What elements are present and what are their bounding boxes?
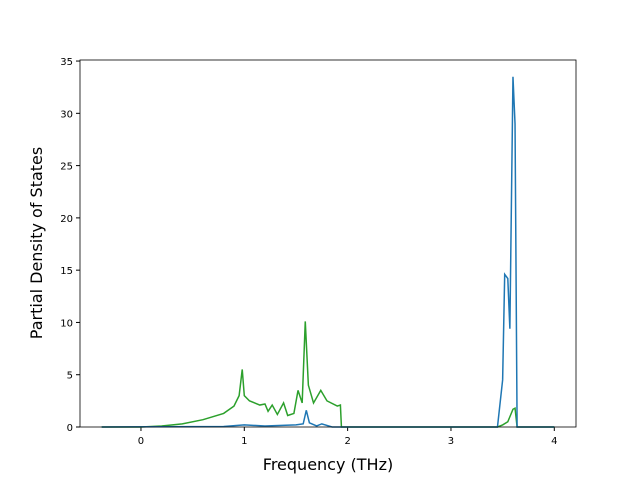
x-axis-title: Frequency (THz) bbox=[263, 455, 393, 474]
series-line bbox=[101, 321, 555, 428]
y-tick-label: 0 bbox=[67, 423, 73, 434]
plot-frame bbox=[79, 59, 577, 428]
x-tick-label: 4 bbox=[551, 436, 557, 447]
y-tick-label: 20 bbox=[60, 214, 73, 225]
series-line bbox=[101, 76, 555, 428]
x-tick-label: 3 bbox=[448, 436, 454, 447]
x-tick-label: 0 bbox=[138, 436, 144, 447]
x-tick-label: 1 bbox=[241, 436, 247, 447]
x-tick-label: 2 bbox=[344, 436, 350, 447]
y-tick-label: 10 bbox=[60, 318, 73, 329]
y-tick-label: 25 bbox=[60, 162, 73, 173]
y-axis-title: Partial Density of States bbox=[27, 147, 46, 339]
y-tick-label: 5 bbox=[67, 371, 73, 382]
y-tick-label: 35 bbox=[60, 57, 73, 68]
y-tick-label: 15 bbox=[60, 266, 73, 277]
y-tick-label: 30 bbox=[60, 109, 73, 120]
